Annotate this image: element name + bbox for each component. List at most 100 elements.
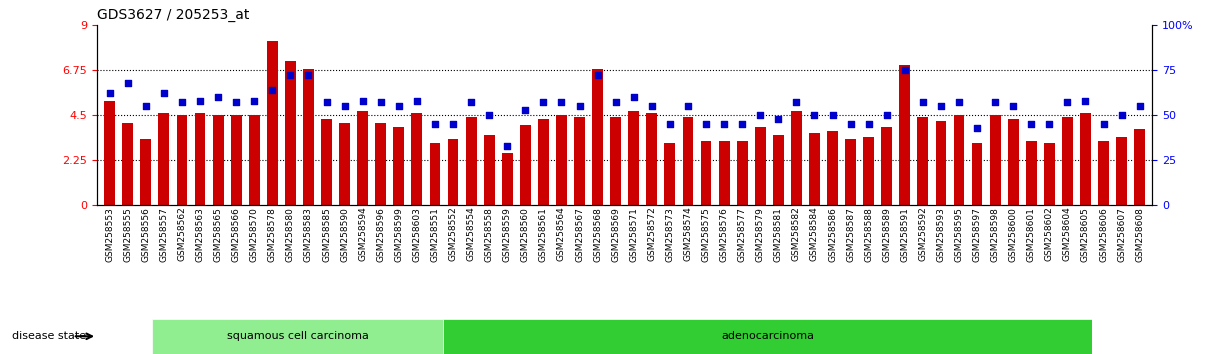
Bar (665, 143, 676, 205)
Point (985, 99, 1004, 105)
Bar (1098, 141, 1109, 205)
Bar (303, 69, 314, 205)
Point (1040, 121, 1059, 127)
Point (714, 121, 734, 127)
Point (263, 87, 283, 93)
Bar (393, 127, 404, 205)
Point (859, 121, 878, 127)
Point (317, 99, 336, 105)
Bar (141, 139, 152, 205)
Bar (935, 121, 946, 205)
Bar (177, 115, 187, 205)
Point (209, 94, 228, 100)
Bar (1116, 137, 1127, 205)
Point (733, 121, 752, 127)
Point (371, 99, 391, 105)
Bar (773, 135, 784, 205)
Point (497, 143, 517, 149)
Point (877, 112, 896, 118)
Point (1076, 98, 1095, 103)
Point (1003, 103, 1023, 109)
Point (552, 99, 571, 105)
Point (660, 121, 679, 127)
Point (389, 103, 409, 109)
Point (1131, 103, 1150, 109)
Bar (1008, 119, 1019, 205)
Point (623, 94, 643, 100)
Point (426, 121, 445, 127)
Point (642, 103, 661, 109)
FancyBboxPatch shape (444, 319, 1092, 354)
Bar (358, 111, 368, 205)
Bar (736, 141, 747, 205)
Point (769, 116, 788, 121)
Point (895, 67, 915, 73)
Bar (321, 119, 332, 205)
Bar (429, 143, 440, 205)
Bar (827, 131, 838, 205)
Bar (556, 115, 566, 205)
Point (245, 98, 264, 103)
Bar (917, 117, 928, 205)
Point (227, 99, 246, 105)
Point (967, 125, 986, 131)
Bar (683, 117, 694, 205)
Point (1021, 121, 1041, 127)
Bar (953, 115, 964, 205)
Bar (809, 133, 820, 205)
Text: adenocarcinoma: adenocarcinoma (721, 331, 814, 341)
Point (298, 73, 318, 78)
Point (99, 91, 119, 96)
Point (841, 121, 860, 127)
Point (280, 73, 300, 78)
Bar (754, 127, 765, 205)
FancyBboxPatch shape (152, 319, 444, 354)
Bar (484, 135, 495, 205)
Bar (1044, 143, 1055, 205)
Point (154, 91, 173, 96)
Bar (864, 137, 875, 205)
Bar (502, 153, 513, 205)
Bar (285, 61, 296, 205)
Text: GDS3627 / 205253_at: GDS3627 / 205253_at (97, 8, 250, 22)
Bar (592, 69, 603, 205)
Point (588, 73, 608, 78)
Bar (537, 119, 548, 205)
Bar (574, 117, 585, 205)
Bar (647, 113, 657, 205)
Point (534, 99, 553, 105)
Bar (1080, 113, 1090, 205)
Point (516, 107, 535, 113)
Bar (194, 113, 205, 205)
Bar (267, 41, 278, 205)
Bar (520, 125, 531, 205)
Point (1094, 121, 1114, 127)
Bar (899, 65, 910, 205)
Point (1058, 99, 1077, 105)
Point (787, 99, 807, 105)
Point (335, 103, 354, 109)
Bar (701, 141, 712, 205)
Text: disease state: disease state (12, 331, 86, 341)
Bar (411, 113, 422, 205)
Point (118, 80, 137, 85)
Point (172, 99, 192, 105)
Point (461, 99, 480, 105)
Bar (972, 143, 983, 205)
Point (822, 112, 842, 118)
Bar (1026, 141, 1037, 205)
Point (696, 121, 716, 127)
Bar (1134, 129, 1145, 205)
Bar (466, 117, 477, 205)
Bar (212, 115, 223, 205)
Text: squamous cell carcinoma: squamous cell carcinoma (227, 331, 369, 341)
Point (190, 98, 210, 103)
Bar (610, 117, 621, 205)
Bar (104, 101, 115, 205)
Point (1112, 112, 1132, 118)
Point (136, 103, 155, 109)
Point (678, 103, 697, 109)
Bar (845, 139, 856, 205)
Bar (718, 141, 729, 205)
Bar (448, 139, 459, 205)
